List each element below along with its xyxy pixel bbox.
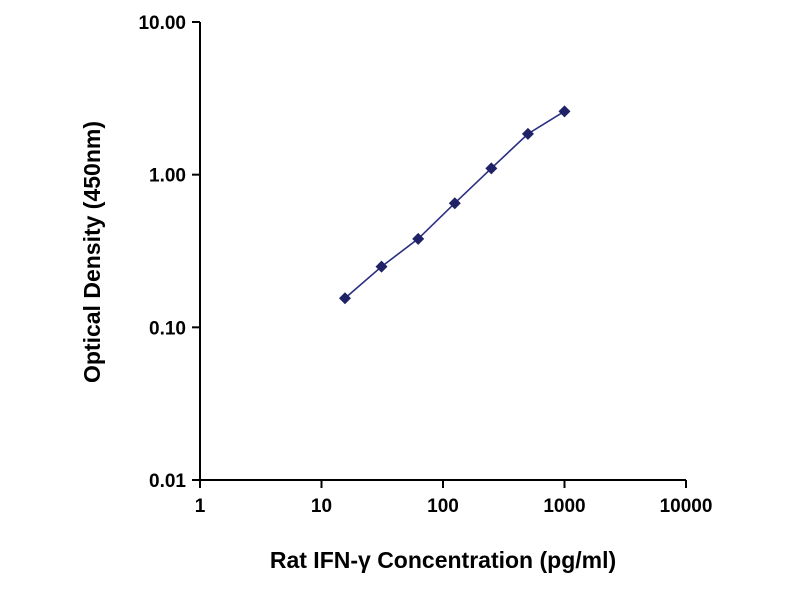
y-tick-label: 1.00 bbox=[149, 166, 186, 187]
data-point-marker bbox=[485, 162, 498, 175]
y-tick-label: 10.00 bbox=[138, 13, 186, 34]
data-point-marker bbox=[338, 292, 351, 305]
chart-plot-area: 1 10 100 1000 10000 0.01 0.10 1.00 10.00 bbox=[138, 13, 712, 517]
x-tick-label: 100 bbox=[427, 496, 459, 517]
data-point-marker bbox=[521, 127, 534, 140]
data-point-marker bbox=[412, 232, 425, 245]
y-tick-label: 0.10 bbox=[149, 318, 186, 339]
data-point-marker bbox=[448, 197, 461, 210]
y-axis-title: Optical Density (450nm) bbox=[79, 121, 105, 383]
y-tick-label: 0.01 bbox=[149, 471, 186, 492]
x-tick-label: 10000 bbox=[660, 496, 713, 517]
x-axis-title: Rat IFN-γ Concentration (pg/ml) bbox=[270, 547, 616, 573]
data-point-marker bbox=[558, 105, 571, 118]
x-tick-label: 1000 bbox=[543, 496, 585, 517]
data-point-marker bbox=[375, 260, 388, 273]
x-tick-label: 10 bbox=[311, 496, 332, 517]
x-tick-label: 1 bbox=[195, 496, 206, 517]
